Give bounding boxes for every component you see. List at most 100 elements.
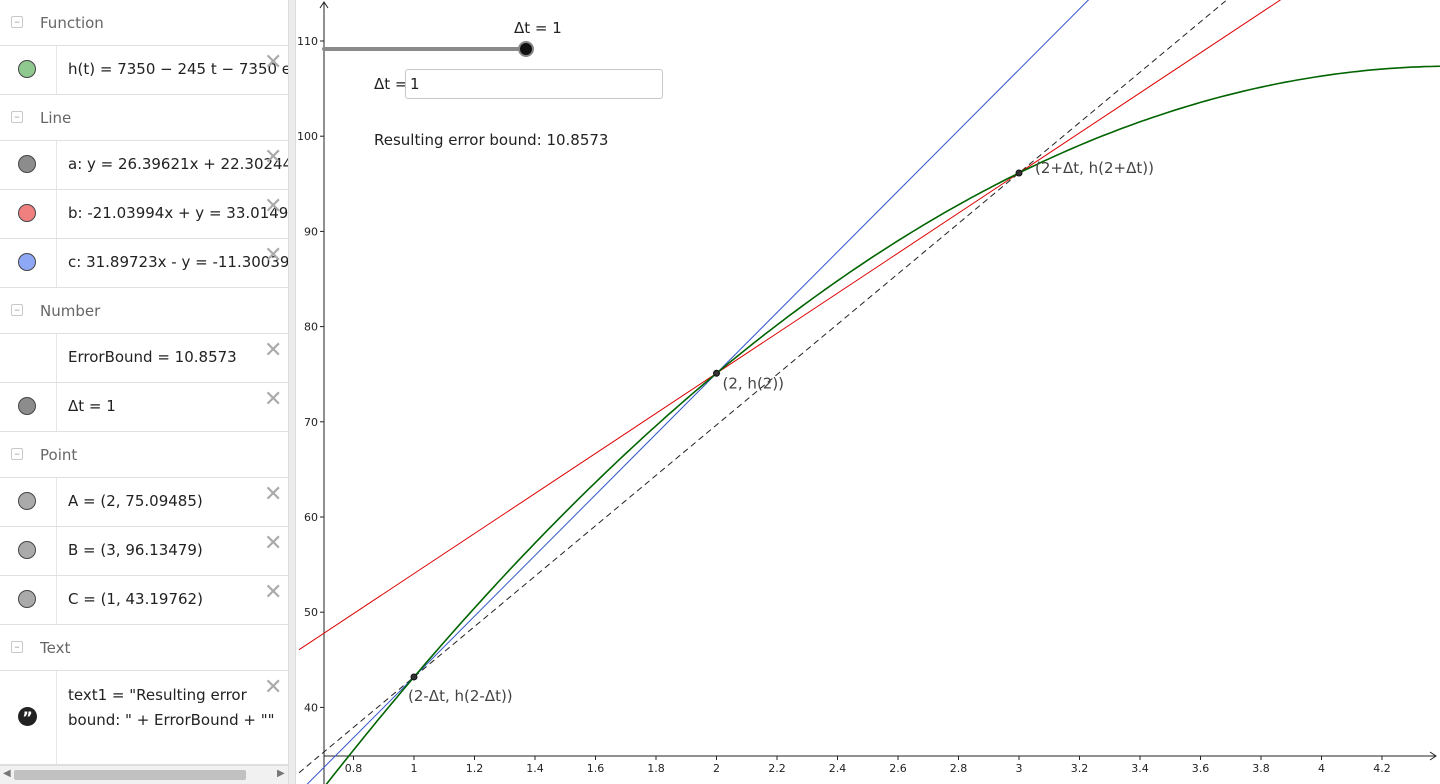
marble-cell [0,383,57,431]
close-icon[interactable]: ✕ [264,243,283,268]
marble-cell [0,527,57,575]
group-header-text[interactable]: – Text [0,625,288,671]
visibility-toggle[interactable] [18,155,36,173]
close-icon[interactable]: ✕ [264,580,283,605]
x-tick-label: 2.6 [889,762,907,775]
point-marker[interactable] [410,673,418,681]
y-axis-arrow-icon [319,1,329,9]
point-label: (2, h(2)) [723,374,785,392]
scroll-right-icon[interactable]: ▶ [277,768,285,779]
marble-cell [0,46,57,94]
algebra-item[interactable]: C = (1, 43.19762) ✕ [0,576,288,625]
collapse-icon[interactable]: – [11,111,23,123]
graphics-view[interactable]: 0.8 1 1.2 1.4 1.6 1.8 2 2.2 2.4 2.6 2.8 3 3.2 3.4 3.6 3… [296,0,1440,784]
graph-canvas[interactable]: 0.8 1 1.2 1.4 1.6 1.8 2 2.2 2.4 2.6 2.8 3 3.2 3.4 3.6 3… [296,0,1440,784]
item-expression[interactable]: text1 = "Resulting error bound: " + Erro… [68,686,275,729]
x-tick-label: 0.8 [345,762,363,775]
item-expression[interactable]: B = (3, 96.13479) [68,541,203,559]
y-tick-label: 90 [304,225,318,238]
group-title: Number [40,302,101,320]
group-header-point[interactable]: – Point [0,432,288,478]
algebra-item[interactable]: h(t) = 7350 − 245 t − 7350 e ✕ [0,46,288,95]
algebra-item[interactable]: a: y = 26.39621x + 22.30244 ✕ [0,141,288,190]
scrollbar-thumb[interactable] [14,770,246,780]
x-tick-label: 1.4 [526,762,544,775]
close-icon[interactable]: ✕ [264,194,283,219]
x-tick-label: 1.2 [466,762,484,775]
close-icon[interactable]: ✕ [264,675,283,700]
point-marker[interactable] [713,369,720,377]
collapse-icon[interactable]: – [11,448,23,460]
close-icon[interactable]: ✕ [264,338,283,363]
secant-line-c[interactable] [299,0,1440,784]
visibility-toggle[interactable] [18,397,36,415]
scroll-left-icon[interactable]: ◀ [3,768,11,779]
item-expression[interactable]: C = (1, 43.19762) [68,590,203,608]
collapse-icon[interactable]: – [11,641,23,653]
item-expression[interactable]: b: -21.03994x + y = 33.0149 [68,204,288,222]
input-label: Δt = [374,75,408,93]
item-expression[interactable]: a: y = 26.39621x + 22.30244 [68,155,288,173]
algebra-item[interactable]: A = (2, 75.09485) ✕ [0,478,288,527]
visibility-toggle[interactable] [18,492,36,510]
x-tick-label: 3.6 [1192,762,1210,775]
y-tick-label: 70 [304,416,318,429]
algebra-item[interactable]: ” text1 = "Resulting error bound: " + Err… [0,671,288,765]
function-curve-h[interactable] [299,65,1440,784]
algebra-item[interactable]: Δt = 1 ✕ [0,383,288,432]
y-tick-label: 60 [304,511,318,524]
item-expression[interactable]: Δt = 1 [68,397,116,415]
item-expression[interactable]: ErrorBound = 10.8573 [68,348,237,366]
x-tick-label: 3.8 [1252,762,1270,775]
algebra-item[interactable]: c: 31.89723x - y = -11.30039 ✕ [0,239,288,288]
panel-divider[interactable] [288,0,296,784]
close-icon[interactable]: ✕ [264,387,283,412]
visibility-toggle[interactable] [18,590,36,608]
y-tick-label: 100 [297,130,318,143]
group-title: Line [40,109,72,127]
x-tick-label: 1 [411,762,418,775]
group-header-function[interactable]: – Function [0,0,288,46]
point-marker[interactable] [1015,169,1023,177]
y-tick-label: 50 [304,606,318,619]
x-tick-label: 2.4 [829,762,847,775]
quote-icon: ” [18,707,37,727]
y-tick-label: 80 [304,321,318,334]
x-tick-label: 4 [1318,762,1325,775]
visibility-toggle[interactable] [18,253,36,271]
point-label: (2+Δt, h(2+Δt)) [1035,159,1154,177]
item-expression[interactable]: c: 31.89723x - y = -11.30039 [68,253,288,271]
x-tick-label: 2.8 [950,762,968,775]
group-header-number[interactable]: – Number [0,288,288,334]
algebra-item[interactable]: B = (3, 96.13479) ✕ [0,527,288,576]
secant-line-b[interactable] [298,0,1440,651]
close-icon[interactable]: ✕ [264,482,283,507]
algebra-item[interactable]: ErrorBound = 10.8573 ✕ [0,334,288,383]
x-tick-label: 2 [713,762,720,775]
x-tick-label: 1.6 [587,762,605,775]
algebra-item[interactable]: b: -21.03994x + y = 33.0149 ✕ [0,190,288,239]
collapse-icon[interactable]: – [11,304,23,316]
visibility-toggle[interactable] [18,541,36,559]
close-icon[interactable]: ✕ [264,50,283,75]
marble-cell [0,478,57,526]
item-expression[interactable]: h(t) = 7350 − 245 t − 7350 e [68,60,288,78]
collapse-icon[interactable]: – [11,16,23,28]
horizontal-scrollbar[interactable]: ◀ ▶ [0,765,288,784]
marble-cell: ” [0,671,57,764]
algebra-panel: – Function h(t) = 7350 − 245 t − 7350 e ✕ – L… [0,0,288,784]
marble-cell [0,190,57,238]
x-tick-label: 3.4 [1131,762,1149,775]
error-bound-text[interactable]: Resulting error bound: 10.8573 [374,131,609,149]
visibility-toggle[interactable] [18,60,36,78]
visibility-toggle[interactable] [18,204,36,222]
delta-t-input[interactable] [405,69,663,99]
group-title: Point [40,446,78,464]
group-header-line[interactable]: – Line [0,95,288,141]
secant-line-a[interactable] [298,0,1440,774]
slider-knob[interactable] [518,41,534,57]
item-expression[interactable]: A = (2, 75.09485) [68,492,203,510]
close-icon[interactable]: ✕ [264,531,283,556]
marble-cell [0,576,57,624]
close-icon[interactable]: ✕ [264,145,283,170]
